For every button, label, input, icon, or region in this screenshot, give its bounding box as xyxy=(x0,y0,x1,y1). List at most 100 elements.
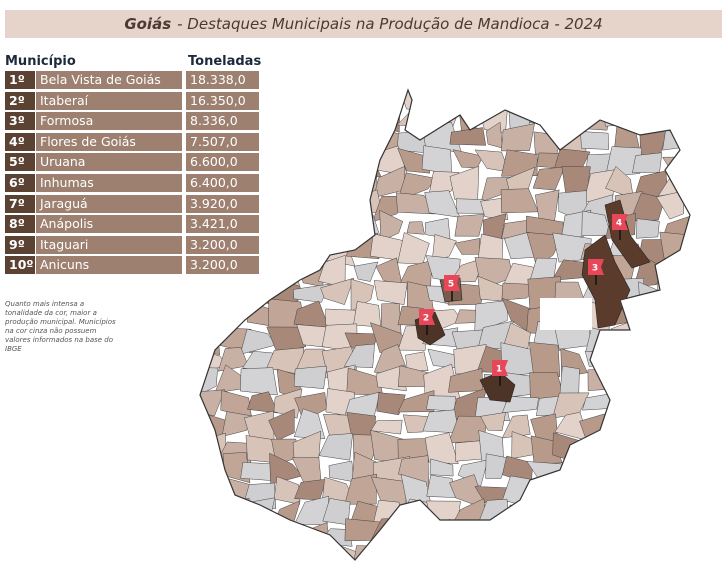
municipality-shape xyxy=(349,90,380,110)
municipality-shape xyxy=(681,150,690,180)
municipality-shape xyxy=(655,276,690,307)
marker-label: 5 xyxy=(448,280,454,290)
municipality: Jaraguá xyxy=(36,194,182,213)
municipality-shape xyxy=(244,235,275,268)
municipality-shape xyxy=(217,191,244,215)
municipality-shape xyxy=(579,413,614,440)
municipality-shape xyxy=(294,541,329,560)
municipality-shape xyxy=(500,188,539,214)
municipality-shape xyxy=(686,369,690,400)
municipality-shape xyxy=(249,102,271,130)
municipality-shape xyxy=(326,90,350,112)
municipality-shape xyxy=(605,373,641,397)
municipality-shape xyxy=(500,90,530,101)
tonnes: 16.350,0 xyxy=(186,91,259,110)
municipality-shape xyxy=(421,145,453,175)
municipality-shape xyxy=(397,147,431,174)
municipality-shape xyxy=(502,475,540,510)
marker-flag xyxy=(588,259,604,275)
municipality-shape xyxy=(300,191,330,222)
municipality-shape xyxy=(330,147,349,176)
municipality-shape xyxy=(406,221,425,235)
municipality-shape xyxy=(448,546,489,560)
municipality-shape xyxy=(532,166,566,191)
municipality-shape xyxy=(239,540,278,560)
marker: 1 xyxy=(492,360,508,386)
municipality-shape xyxy=(200,276,226,305)
municipality-shape xyxy=(457,459,489,487)
municipality-shape xyxy=(454,214,485,237)
municipality-shape xyxy=(398,518,424,551)
municipality-shape xyxy=(686,262,690,290)
municipality-shape xyxy=(632,152,663,174)
municipality-shape xyxy=(200,125,222,158)
municipality-shape xyxy=(687,90,690,110)
municipality-shape xyxy=(605,504,643,527)
municipality-shape xyxy=(579,547,614,560)
municipality-shape xyxy=(689,500,690,531)
municipality-shape xyxy=(379,209,404,242)
municipality-shape xyxy=(213,520,249,548)
municipality: Uruana xyxy=(36,153,182,172)
municipality-shape xyxy=(293,153,333,176)
municipality-shape xyxy=(475,90,512,111)
rank: 5º xyxy=(5,153,35,172)
municipality-shape xyxy=(603,99,639,127)
column-header: Município xyxy=(5,54,76,69)
municipality-shape xyxy=(247,391,279,414)
tonnes: 6.400,0 xyxy=(186,174,259,192)
municipality-shape xyxy=(376,392,406,416)
municipality-shape xyxy=(606,432,641,465)
municipality-shape xyxy=(454,238,481,255)
municipality-shape xyxy=(246,128,279,155)
tonnes: 7.507,0 xyxy=(186,132,259,151)
municipality-shape xyxy=(248,150,270,176)
municipality-shape xyxy=(218,260,255,290)
rank: 8º xyxy=(5,215,35,234)
municipality-shape xyxy=(302,131,322,151)
marker: 2 xyxy=(419,309,435,335)
municipality-shape xyxy=(480,412,506,431)
municipality-shape xyxy=(426,395,456,412)
municipality-shape xyxy=(293,365,328,389)
municipality-shape xyxy=(200,302,224,334)
municipality-shape xyxy=(608,386,639,417)
municipality-shape xyxy=(224,301,243,328)
municipality-shape xyxy=(656,190,684,220)
municipality-shape xyxy=(294,478,327,501)
municipality-shape xyxy=(633,522,667,549)
municipality-shape xyxy=(658,298,690,328)
municipality: Itaberaí xyxy=(36,91,182,110)
municipality-shape xyxy=(657,90,690,114)
municipality-shape xyxy=(692,197,716,220)
municipality-shape xyxy=(684,108,690,124)
municipality-shape xyxy=(501,322,531,352)
municipality-shape xyxy=(200,211,225,244)
municipality-shape xyxy=(273,388,303,419)
municipality-shape xyxy=(447,90,483,115)
municipality-shape xyxy=(480,542,514,560)
municipality-shape xyxy=(220,144,254,176)
municipality-shape xyxy=(266,326,307,354)
municipality-shape xyxy=(271,209,295,247)
marker-label: 2 xyxy=(423,314,429,324)
municipality-shape xyxy=(605,342,639,378)
municipality-shape xyxy=(629,547,664,560)
municipality-shape xyxy=(633,499,668,527)
rank: 10º xyxy=(5,256,35,275)
municipality-shape xyxy=(684,281,690,309)
municipality-shape xyxy=(431,519,452,542)
tonnes: 3.920,0 xyxy=(186,194,259,213)
municipality-shape xyxy=(345,101,376,133)
tonnes: 3.421,0 xyxy=(186,215,259,234)
municipality-shape xyxy=(247,521,271,550)
municipality-shape xyxy=(353,261,379,282)
municipality-shape xyxy=(561,166,591,194)
municipality-shape xyxy=(501,123,535,152)
municipality-shape xyxy=(640,302,666,331)
municipality-shape xyxy=(552,522,592,551)
municipality-shape xyxy=(681,170,690,197)
municipality-shape xyxy=(656,463,690,487)
